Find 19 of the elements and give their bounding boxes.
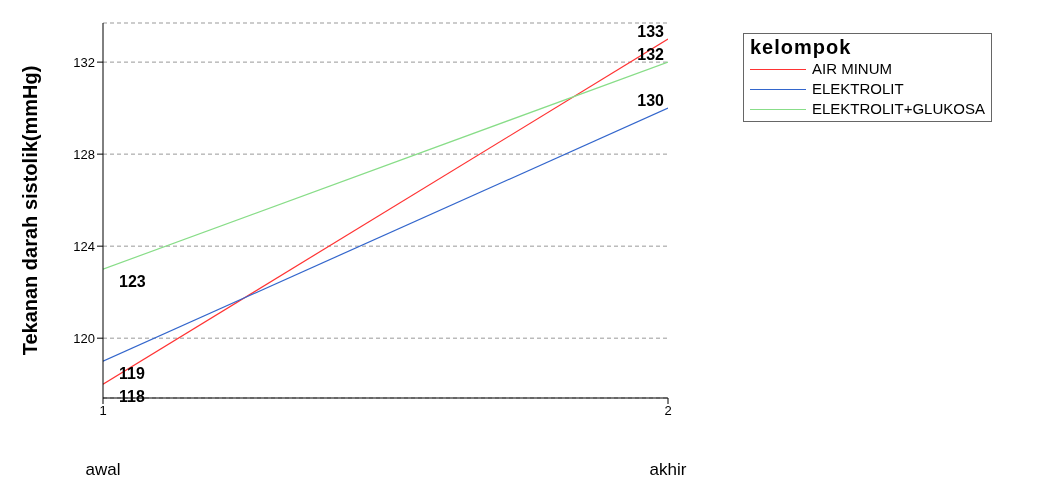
text: akhir xyxy=(648,460,688,480)
data-label: 133 xyxy=(637,23,665,41)
legend-label: ELEKTROLIT+GLUKOSA xyxy=(811,99,985,119)
data-label: 119 xyxy=(119,365,145,383)
y-tick-label: 128 xyxy=(73,146,95,162)
data-label: 132 xyxy=(637,46,665,64)
y-tick-label: 132 xyxy=(73,54,95,70)
x-tick-label: 2 xyxy=(664,403,672,419)
y-tick-label: 124 xyxy=(73,238,95,254)
legend-label: ELEKTROLIT xyxy=(811,79,905,99)
legend-label: AIR MINUM xyxy=(811,59,893,79)
data-label: 118 xyxy=(119,388,145,406)
y-tick-label: 120 xyxy=(73,330,95,346)
legend-title: kelompok xyxy=(750,36,853,59)
data-label: 130 xyxy=(637,92,665,110)
data-label: 123 xyxy=(119,273,146,291)
y-axis-title: Tekanan darah sistolik(mmHg) xyxy=(19,65,42,356)
x-tick-label: 1 xyxy=(99,403,107,419)
text: awal xyxy=(84,460,122,480)
